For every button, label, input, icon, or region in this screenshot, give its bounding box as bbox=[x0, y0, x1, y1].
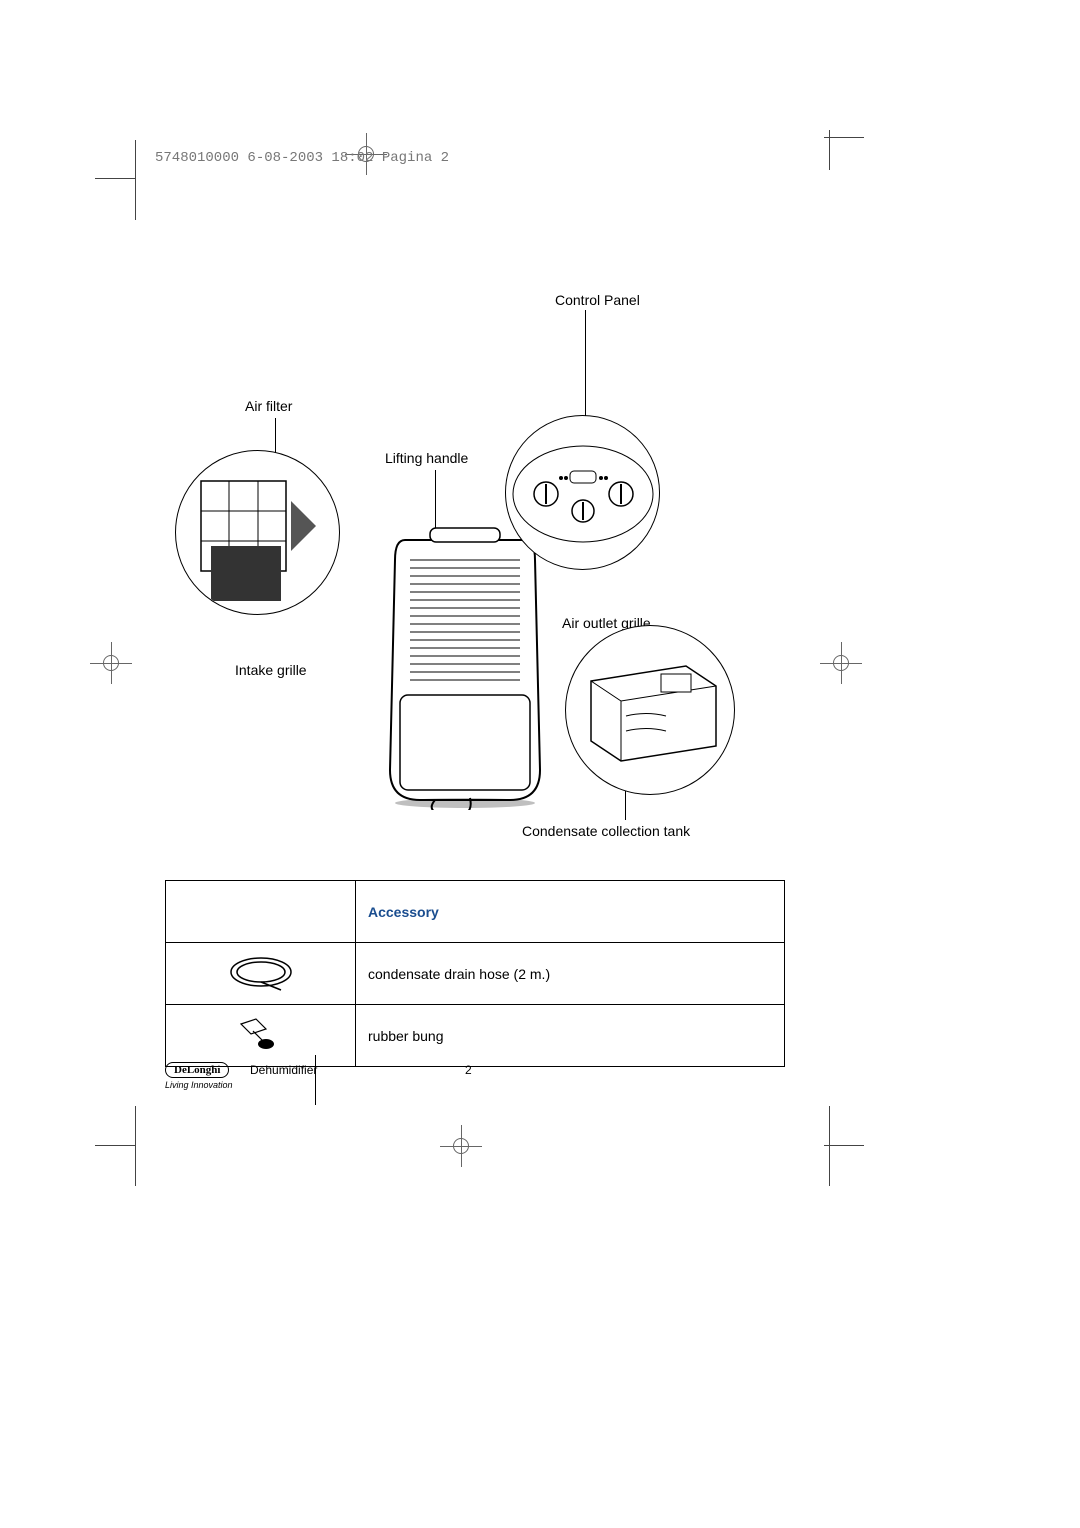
detail-condensate-tank bbox=[565, 625, 735, 795]
brand-logo: DēLonghi Living Innovation bbox=[165, 1060, 233, 1090]
registration-mark bbox=[450, 1135, 472, 1157]
accessory-table: Accessory condensate drain hose (2 m.) r… bbox=[165, 880, 785, 1067]
brand-tagline: Living Innovation bbox=[165, 1080, 233, 1090]
footer-divider bbox=[315, 1055, 316, 1105]
product-diagram: Control Panel Air filter Lifting handle … bbox=[165, 280, 785, 860]
crop-mark bbox=[95, 178, 135, 179]
brand-name: DēLonghi bbox=[165, 1062, 229, 1078]
detail-air-filter bbox=[175, 450, 340, 615]
table-row: rubber bung bbox=[166, 1005, 785, 1067]
product-name: Dehumidifier bbox=[250, 1063, 317, 1077]
crop-mark bbox=[824, 137, 864, 138]
label-control-panel: Control Panel bbox=[555, 292, 640, 308]
print-header: 5748010000 6-08-2003 18:02 Pagina 2 bbox=[155, 150, 449, 166]
label-intake-grille: Intake grille bbox=[235, 662, 307, 678]
bung-icon bbox=[166, 1005, 356, 1067]
table-row: condensate drain hose (2 m.) bbox=[166, 943, 785, 1005]
table-cell-text: condensate drain hose (2 m.) bbox=[356, 943, 785, 1005]
page-footer: DēLonghi Living Innovation Dehumidifier … bbox=[165, 1060, 785, 1100]
crop-mark bbox=[135, 140, 136, 220]
crop-mark bbox=[135, 1106, 136, 1186]
registration-mark bbox=[830, 652, 852, 674]
table-header-accessory: Accessory bbox=[356, 881, 785, 943]
page-number: 2 bbox=[465, 1063, 472, 1077]
label-air-filter: Air filter bbox=[245, 398, 292, 414]
crop-mark bbox=[95, 1145, 135, 1146]
crop-mark bbox=[824, 1145, 864, 1146]
label-condensate-tank: Condensate collection tank bbox=[522, 823, 690, 839]
detail-control-panel bbox=[505, 415, 660, 570]
hose-icon bbox=[166, 943, 356, 1005]
table-row: Accessory bbox=[166, 881, 785, 943]
table-cell-empty bbox=[166, 881, 356, 943]
registration-mark bbox=[100, 652, 122, 674]
crop-mark bbox=[829, 130, 830, 170]
crop-mark bbox=[829, 1106, 830, 1186]
leader-line bbox=[585, 310, 586, 420]
label-lifting-handle: Lifting handle bbox=[385, 450, 468, 466]
leader-line bbox=[275, 418, 276, 454]
table-cell-text: rubber bung bbox=[356, 1005, 785, 1067]
